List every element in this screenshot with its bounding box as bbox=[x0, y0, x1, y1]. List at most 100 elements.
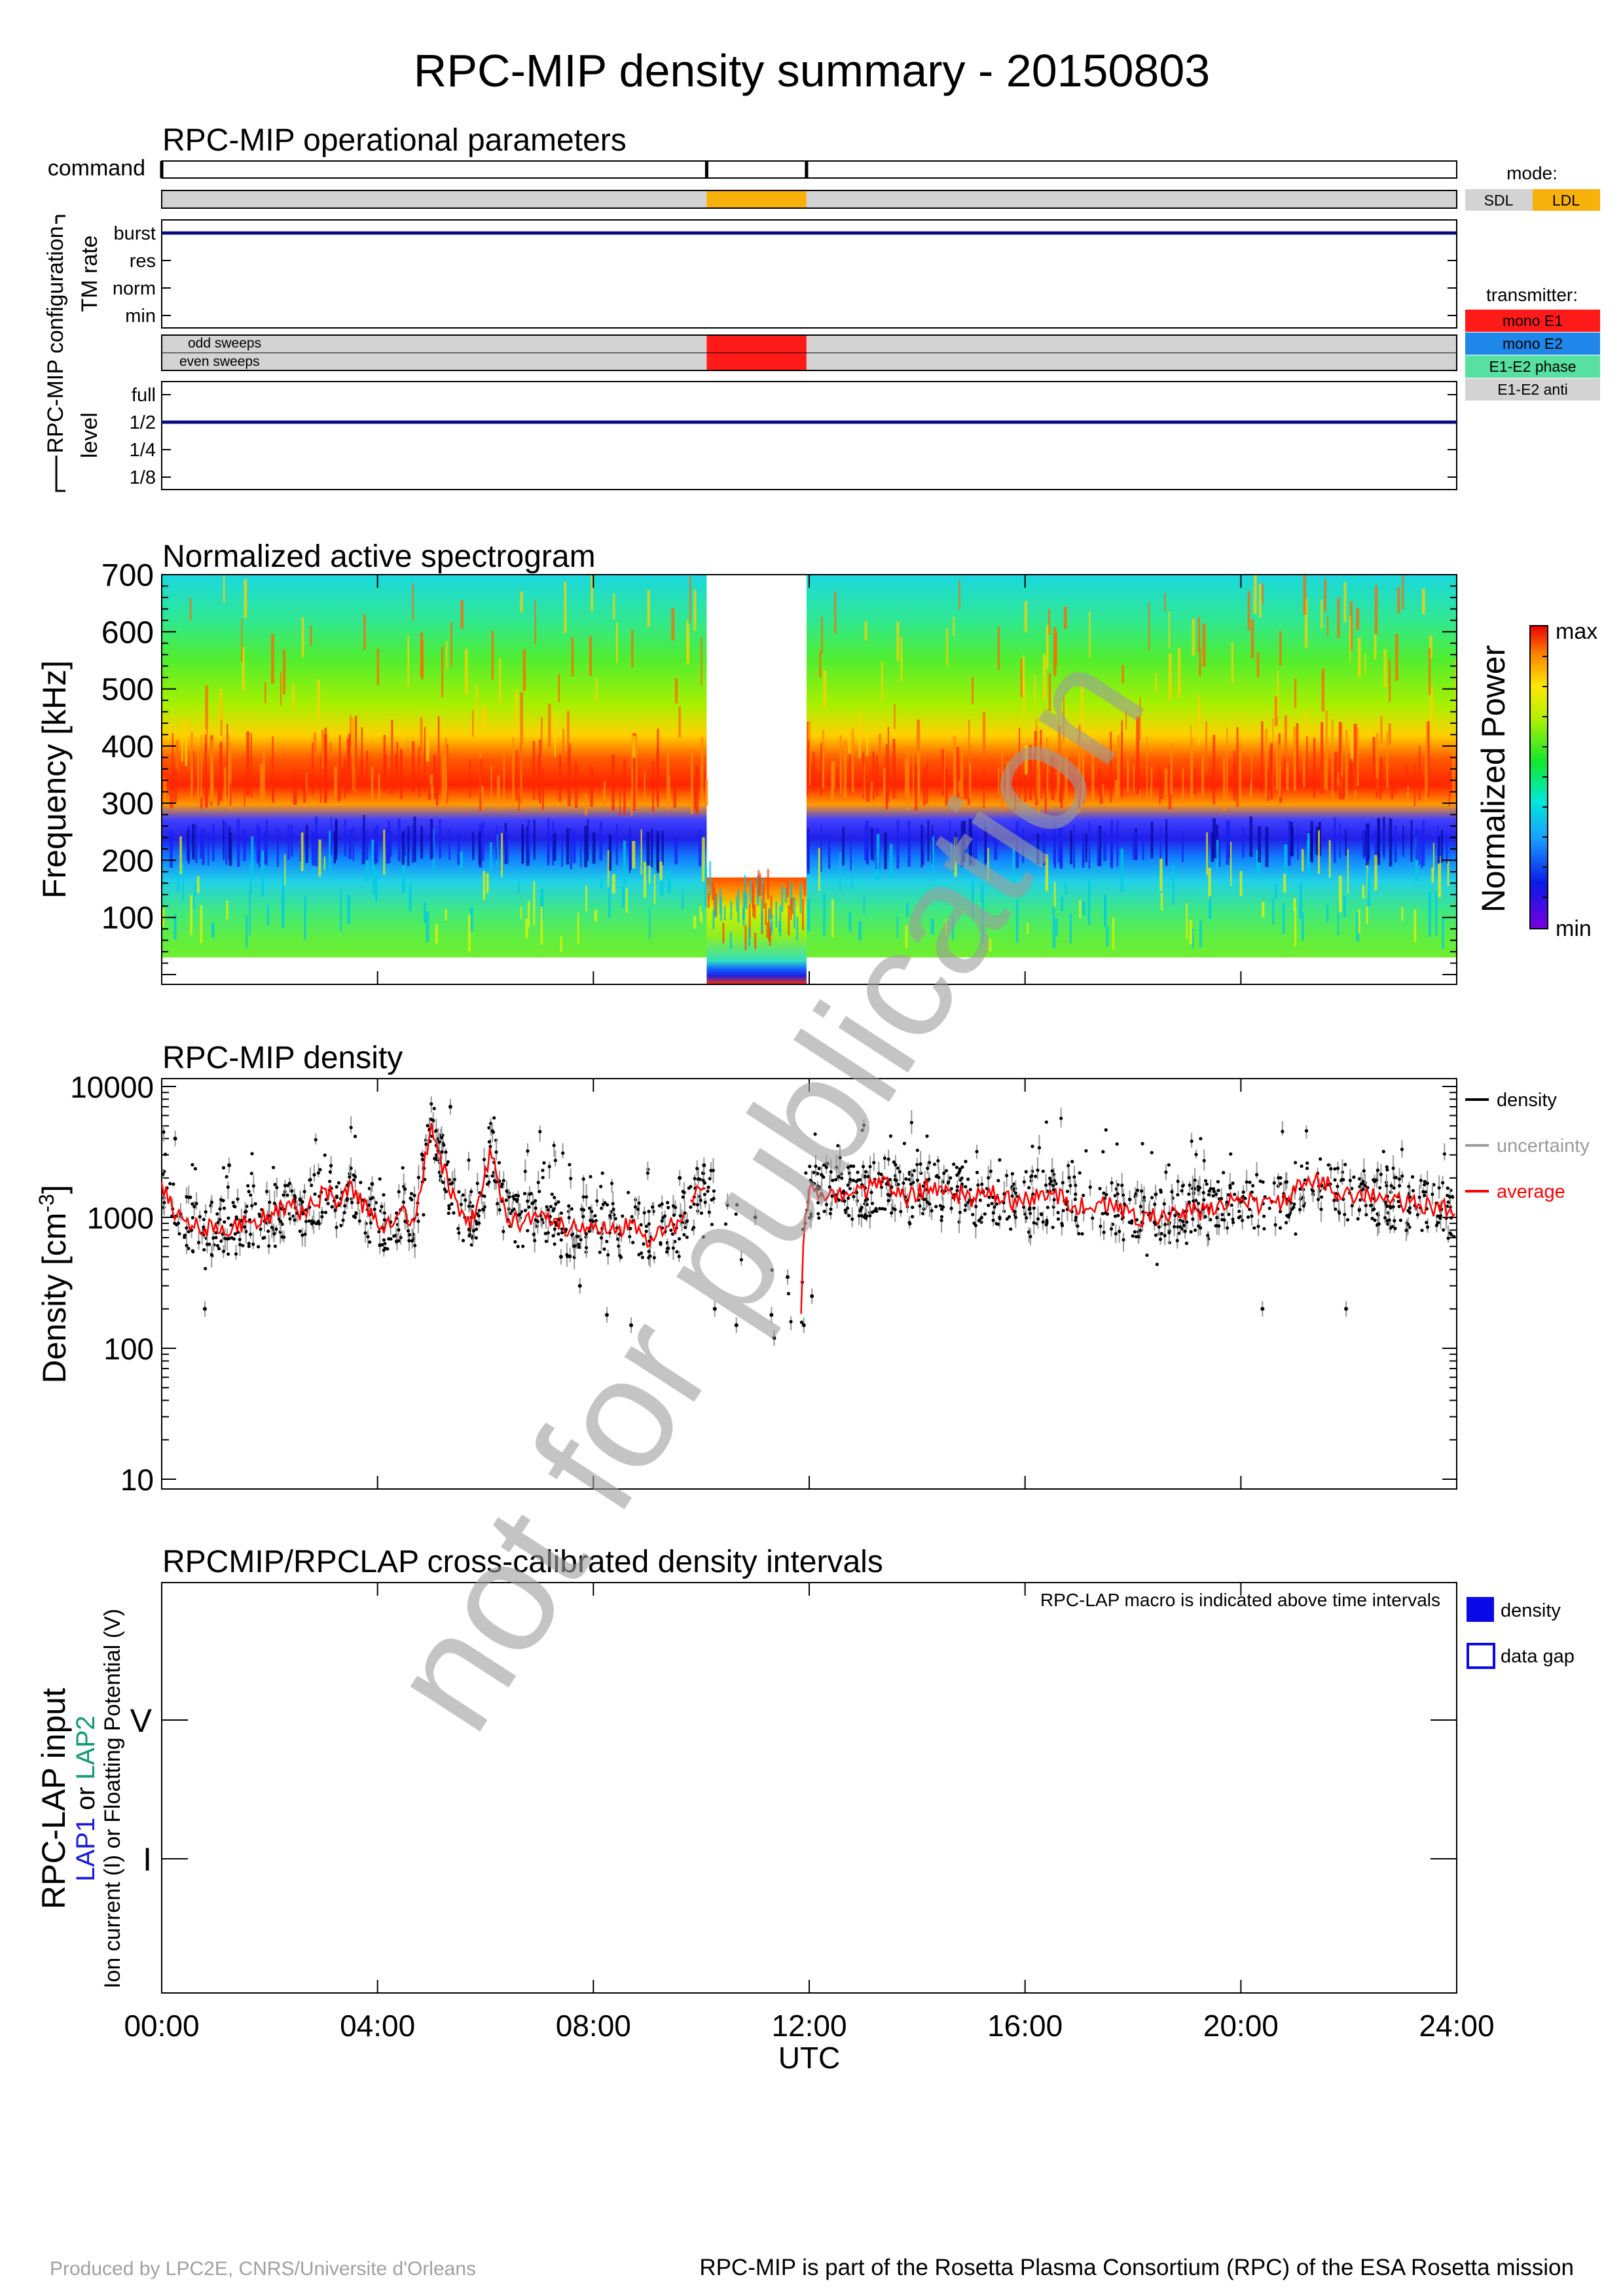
density-point bbox=[251, 1242, 255, 1246]
density-point bbox=[993, 1205, 996, 1209]
density-point bbox=[1364, 1204, 1368, 1208]
spectrum-texture bbox=[1258, 853, 1260, 876]
density-point bbox=[678, 1213, 682, 1218]
density-point bbox=[553, 1158, 557, 1162]
spectrum-texture bbox=[539, 740, 541, 804]
density-point bbox=[983, 1212, 987, 1216]
density-point bbox=[1041, 1220, 1045, 1224]
density-point bbox=[1076, 1224, 1080, 1228]
spectrum-texture bbox=[592, 832, 596, 864]
density-point bbox=[1115, 1142, 1119, 1146]
density-point bbox=[606, 1253, 610, 1257]
density-point bbox=[1077, 1232, 1081, 1236]
density-point bbox=[279, 1219, 283, 1223]
spectrum-texture bbox=[548, 704, 551, 747]
density-point bbox=[1336, 1166, 1340, 1170]
spectrum-texture bbox=[344, 759, 346, 798]
density-point bbox=[753, 1215, 757, 1219]
density-point bbox=[1250, 1214, 1254, 1218]
spectrum-texture bbox=[1325, 710, 1328, 791]
spectrum-texture bbox=[930, 918, 934, 935]
spectrum-texture bbox=[1070, 830, 1073, 865]
density-point bbox=[707, 1210, 711, 1214]
density-point bbox=[863, 1174, 867, 1178]
density-point bbox=[1348, 1179, 1352, 1183]
density-point bbox=[293, 1218, 297, 1222]
spectrum-texture bbox=[1333, 817, 1336, 863]
even-sweep-segment bbox=[806, 353, 1457, 370]
density-point bbox=[1302, 1204, 1305, 1208]
spectrum-texture bbox=[257, 831, 261, 861]
spectrum-texture bbox=[647, 590, 650, 627]
spectrum-texture bbox=[226, 900, 228, 920]
density-point bbox=[177, 1232, 181, 1236]
spectrum-texture bbox=[656, 834, 659, 870]
density-point bbox=[629, 1227, 632, 1230]
density-point bbox=[549, 1205, 553, 1209]
density-point bbox=[298, 1197, 302, 1201]
density-point bbox=[1231, 1181, 1235, 1185]
density-point bbox=[302, 1190, 306, 1194]
spectrum-texture bbox=[656, 747, 659, 802]
spectrum-texture bbox=[1356, 607, 1360, 630]
density-point bbox=[444, 1189, 448, 1194]
density-point bbox=[611, 1208, 615, 1211]
spectrum-texture bbox=[1192, 928, 1194, 948]
density-point bbox=[1048, 1182, 1052, 1186]
density-point bbox=[974, 1204, 978, 1208]
density-point bbox=[998, 1158, 1002, 1162]
spectrum-texture bbox=[445, 738, 448, 808]
spectrum-texture bbox=[192, 823, 195, 860]
spectrum-texture bbox=[820, 743, 822, 796]
density-point bbox=[881, 1207, 884, 1211]
spectrum-texture bbox=[212, 824, 215, 861]
spectrum-texture bbox=[1014, 787, 1017, 811]
spectrum-texture bbox=[673, 780, 677, 808]
density-point bbox=[245, 1204, 249, 1208]
spectrum-texture bbox=[472, 832, 475, 860]
density-point bbox=[202, 1247, 206, 1252]
transmitter-legend-title: transmitter: bbox=[1486, 285, 1578, 305]
spectrum-texture bbox=[702, 837, 705, 882]
y-tick-label: 500 bbox=[101, 673, 154, 708]
spectrum-texture bbox=[1437, 825, 1439, 865]
spectrum-texture bbox=[518, 876, 520, 894]
density-point bbox=[977, 1219, 981, 1223]
density-point bbox=[939, 1215, 944, 1219]
odd-sweep-segment bbox=[806, 335, 1457, 353]
ldl-texture bbox=[750, 880, 752, 904]
density-point bbox=[501, 1229, 505, 1234]
spectrum-texture bbox=[905, 925, 908, 948]
mode-track-frame bbox=[161, 190, 1457, 209]
spectrum-texture bbox=[866, 821, 869, 864]
ldl-texture bbox=[762, 884, 765, 909]
density-point bbox=[433, 1157, 437, 1160]
spectrum-texture bbox=[411, 826, 414, 863]
density-point bbox=[256, 1245, 261, 1249]
spectrum-texture bbox=[491, 630, 494, 681]
density-point bbox=[1420, 1229, 1424, 1232]
density-point bbox=[337, 1181, 341, 1185]
spectrum-texture bbox=[1374, 831, 1377, 865]
spectrum-texture bbox=[1150, 787, 1152, 803]
spectrum-texture bbox=[373, 829, 377, 862]
density-point bbox=[909, 1182, 913, 1186]
density-point bbox=[272, 1232, 276, 1236]
density-point bbox=[660, 1202, 664, 1206]
spectrum-texture bbox=[264, 682, 266, 704]
spectrum-texture bbox=[1326, 905, 1329, 923]
spectrum-texture bbox=[334, 766, 337, 797]
spectrum-texture bbox=[1297, 827, 1299, 860]
spectrum-texture bbox=[983, 768, 985, 808]
density-point bbox=[1080, 1232, 1084, 1236]
density-point bbox=[847, 1213, 851, 1217]
x-tick-label: 20:00 bbox=[1203, 2009, 1279, 2043]
spectrum-texture bbox=[311, 832, 315, 866]
density-point bbox=[1198, 1226, 1203, 1230]
spectrum-texture bbox=[1190, 725, 1192, 798]
lap-or-label: or bbox=[71, 1780, 100, 1818]
density-point bbox=[1417, 1195, 1421, 1199]
density-point bbox=[647, 1210, 651, 1213]
density-point bbox=[1041, 1169, 1045, 1174]
spectrum-texture bbox=[534, 600, 536, 644]
